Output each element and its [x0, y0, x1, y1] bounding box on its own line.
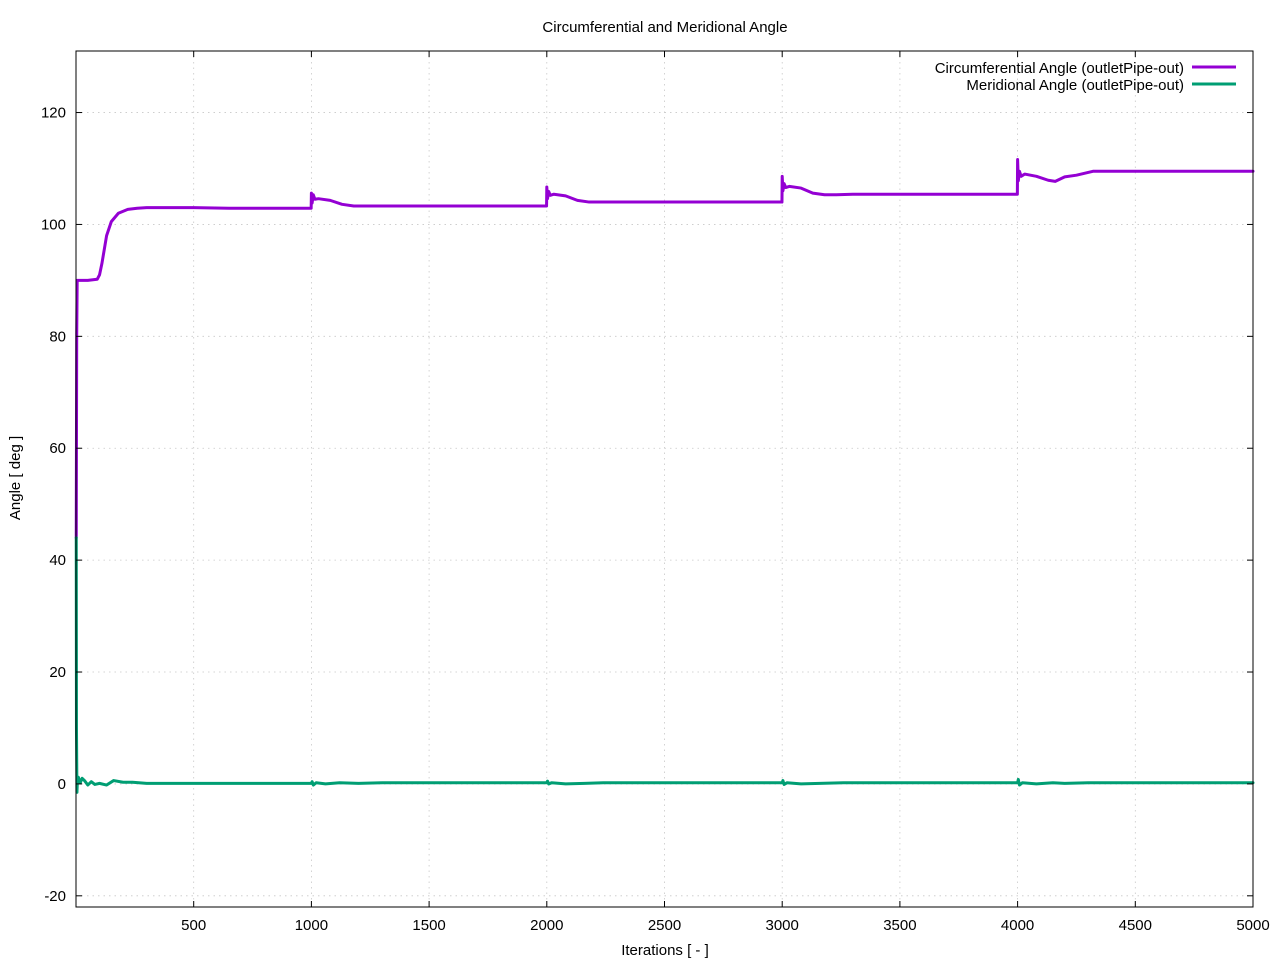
y-tick-label: 120	[41, 105, 66, 122]
x-tick-label: 5000	[1236, 917, 1269, 934]
x-tick-label: 500	[181, 917, 206, 934]
y-axis-title: Angle [ deg ]	[7, 436, 24, 520]
y-tick-label: -20	[44, 888, 66, 905]
x-tick-label: 4000	[1001, 917, 1034, 934]
x-tick-label: 1000	[295, 917, 328, 934]
plot-area	[74, 158, 1255, 794]
x-tick-label: 2000	[530, 917, 563, 934]
x-tick-label: 1500	[412, 917, 445, 934]
axis-ticks	[76, 51, 1254, 907]
y-tick-label: 60	[49, 440, 66, 457]
x-tick-label: 4500	[1119, 917, 1152, 934]
y-tick-label: 20	[49, 664, 66, 681]
x-axis-title: Iterations [ - ]	[621, 942, 709, 959]
y-tick-label: 0	[58, 776, 66, 793]
y-tick-label: 40	[49, 552, 66, 569]
x-tick-label: 3500	[883, 917, 916, 934]
legend-label-meridional: Meridional Angle (outletPipe-out)	[966, 77, 1184, 94]
series-line-meridional	[74, 536, 1255, 794]
x-tick-label: 3000	[766, 917, 799, 934]
series-line-circumferential	[74, 158, 1255, 540]
y-tick-label: 80	[49, 328, 66, 345]
tick-labels: 500 1000 1500 2000 2500 3000 3500 4000 4500 5000-…	[41, 105, 1270, 934]
x-tick-label: 2500	[648, 917, 681, 934]
y-tick-label: 100	[41, 216, 66, 233]
legend: Circumferential Angle (outletPipe-out) M…	[935, 60, 1236, 94]
chart-title: Circumferential and Meridional Angle	[542, 19, 787, 36]
legend-label-circumferential: Circumferential Angle (outletPipe-out)	[935, 60, 1184, 77]
